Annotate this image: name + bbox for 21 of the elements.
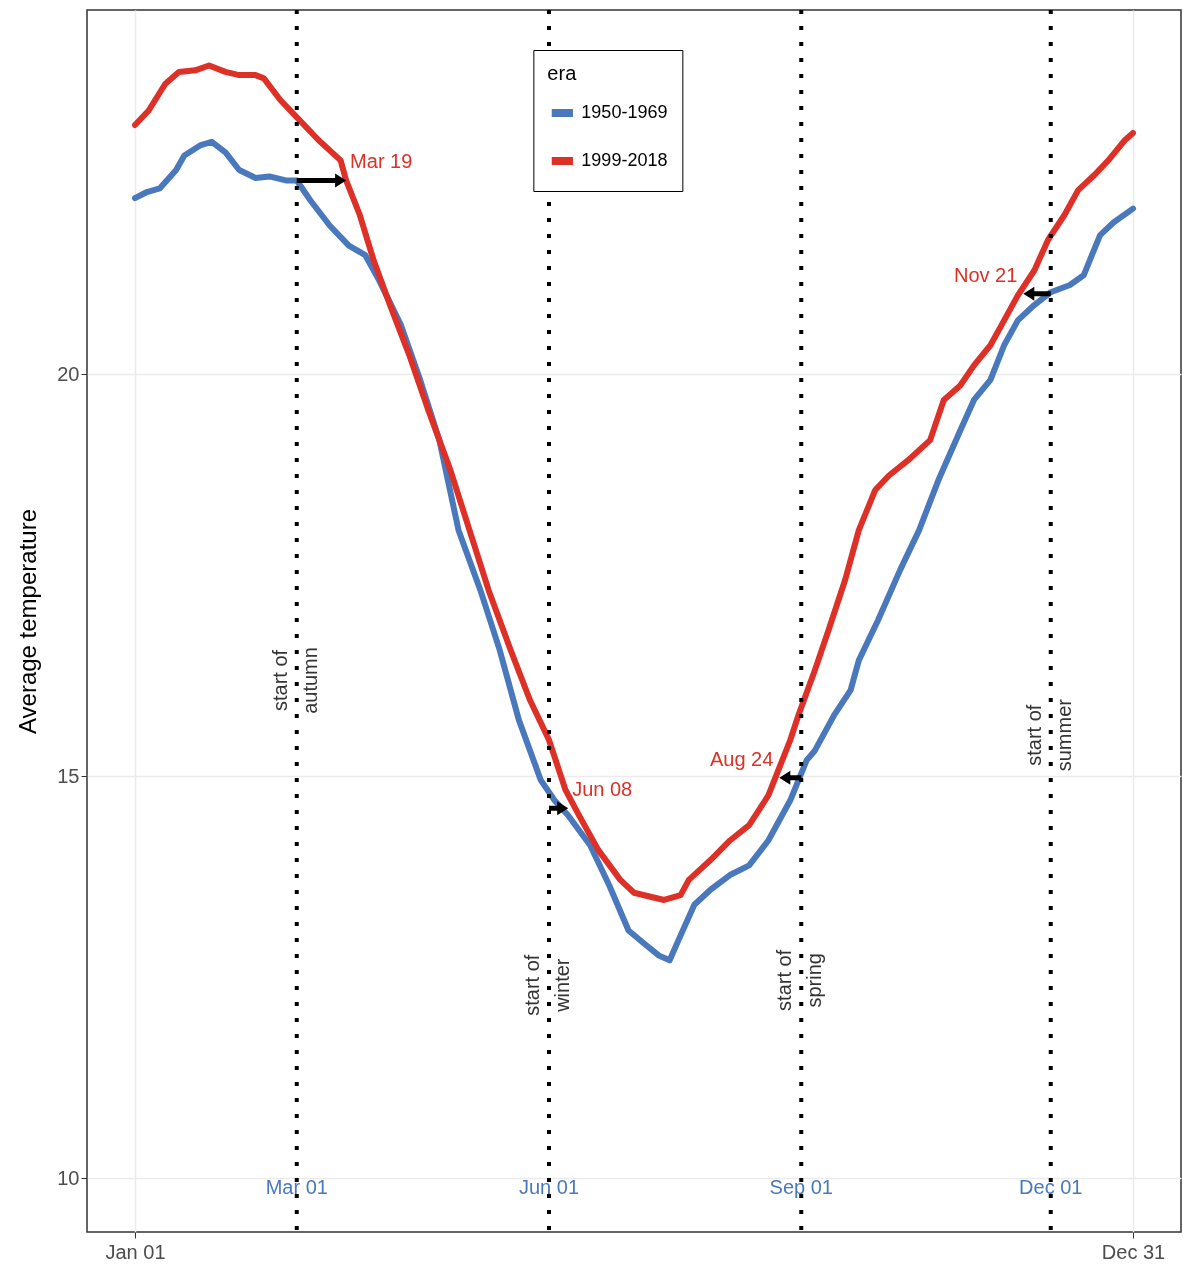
annotation: start of spring: [773, 949, 826, 1011]
y-tick-label: 20: [57, 362, 80, 385]
annotation: start of winter: [521, 954, 574, 1016]
ref-line-label: Dec 01: [1019, 1176, 1083, 1198]
y-axis-title: Average temperature: [14, 508, 42, 735]
x-tick-label: Jan 01: [105, 1240, 166, 1263]
ref-line-label: Mar 01: [265, 1176, 328, 1198]
annotation: Mar 19: [350, 150, 413, 173]
annotation: start of summer: [1022, 698, 1075, 772]
y-tick-label: 15: [57, 764, 80, 787]
legend-label: 1999-2018: [581, 150, 668, 170]
annotation: Nov 21: [953, 263, 1018, 286]
legend-label: 1950-1969: [581, 102, 668, 122]
annotation: Jun 08: [572, 778, 633, 801]
y-tick-label: 10: [57, 1166, 80, 1189]
x-tick-label: Dec 31: [1101, 1240, 1166, 1263]
annotation: Aug 24: [709, 747, 774, 770]
ref-line-label: Sep 01: [769, 1176, 833, 1198]
ref-line-label: Jun 01: [518, 1176, 580, 1198]
legend-title: era: [547, 62, 578, 84]
annotation: start of autumn: [268, 647, 321, 714]
